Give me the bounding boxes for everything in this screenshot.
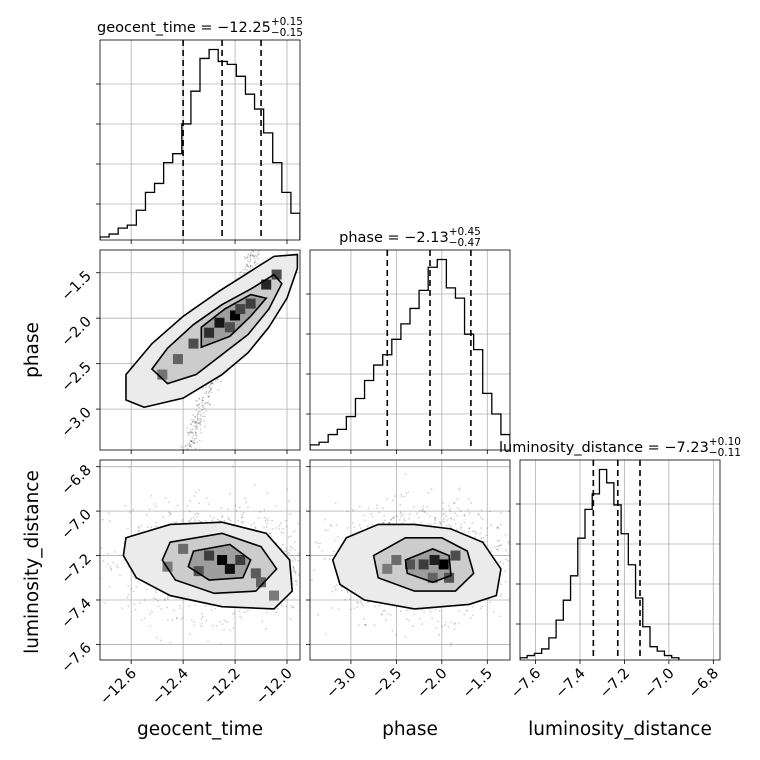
density-cell xyxy=(172,354,183,365)
panel-plot-area xyxy=(100,40,300,240)
density-cell xyxy=(438,559,449,570)
title-phase-lower: −0.47 xyxy=(449,237,481,249)
density-cell xyxy=(204,327,215,338)
tick-label-x: −12.6 xyxy=(97,666,140,709)
density-cell xyxy=(405,559,415,570)
panel-plot-area xyxy=(310,250,510,450)
density-cell xyxy=(235,304,246,315)
tick-label-y: −7.4 xyxy=(59,596,95,632)
density-cell xyxy=(204,550,215,561)
density-cell xyxy=(269,590,280,601)
tick-label-x: −12.0 xyxy=(253,666,296,709)
panel-frame xyxy=(99,39,301,241)
xlabel-geocent-time: geocent_time xyxy=(137,719,263,740)
density-cell xyxy=(157,369,168,380)
density-cell xyxy=(214,317,225,328)
contour-line-3 xyxy=(200,293,268,349)
panel-0-0 xyxy=(96,39,301,244)
density-cell xyxy=(382,563,393,574)
density-cell xyxy=(391,555,402,565)
density-cell xyxy=(230,310,241,321)
panel-plot-area xyxy=(100,460,300,660)
contour-line-2 xyxy=(161,532,278,595)
ylabel-luminosity-distance: luminosity_distance xyxy=(22,470,43,654)
tick-label-y: −3.0 xyxy=(59,405,95,441)
panel-2-2: −7.6 −7.4 −7.2 −7.0 −6.8 xyxy=(508,459,722,702)
tick-label-x: −7.4 xyxy=(553,666,589,702)
title-luminosity-distance: luminosity_distance = −7.23+0.10 xyxy=(499,436,741,456)
tick-label-y: −7.6 xyxy=(59,640,95,676)
tick-label-x: −7.2 xyxy=(597,666,633,702)
density-cell xyxy=(224,563,235,574)
panel-frame xyxy=(99,459,301,661)
density-cell xyxy=(271,269,282,280)
tick-label-x: −12.4 xyxy=(149,666,192,709)
tick-label-x: −7.6 xyxy=(508,666,544,702)
contour-line-1 xyxy=(125,253,299,409)
panel-frame xyxy=(309,459,511,661)
density-cell xyxy=(235,555,246,565)
panel-plot-area xyxy=(520,460,720,660)
tick-label-y: −2.5 xyxy=(59,359,95,395)
density-cell xyxy=(188,338,199,349)
density-cell xyxy=(256,577,267,588)
panel-plot-area xyxy=(310,460,510,660)
tick-label-y: −1.5 xyxy=(59,268,95,304)
density-cell xyxy=(427,572,438,583)
tick-label-x: −2.5 xyxy=(369,666,405,702)
density-cell xyxy=(224,322,235,333)
panel-frame xyxy=(99,249,301,451)
contour-line-2 xyxy=(150,273,283,385)
xlabel-phase: phase xyxy=(382,719,438,740)
panel-plot-area xyxy=(100,250,300,450)
density-cell xyxy=(217,555,228,565)
title-geocent-time: geocent_time = −12.25+0.15 xyxy=(97,16,303,36)
tick-label-y: −7.0 xyxy=(59,507,95,543)
title-geocent-time-lower: −0.15 xyxy=(271,27,303,39)
panel-2-0: −12.6 −12.4 −12.2 −12.0 −7.6 −7.4 −7.2 −7.0 −6.8 xyxy=(59,459,301,709)
density-cell xyxy=(429,555,440,565)
tick-label-x: −1.5 xyxy=(460,666,496,702)
density-cell xyxy=(178,543,189,554)
histogram-luminosity_distance xyxy=(520,468,680,660)
density-cell xyxy=(261,279,272,290)
tick-label-y: −6.8 xyxy=(59,462,95,498)
panel-frame xyxy=(519,459,721,661)
tick-label-y: −7.2 xyxy=(59,551,95,587)
xlabel-luminosity-distance: luminosity_distance xyxy=(528,719,712,740)
contour-line-2 xyxy=(372,536,475,592)
histogram-phase xyxy=(310,258,510,450)
scatter-points xyxy=(180,250,261,450)
contour-line-3 xyxy=(404,548,452,584)
title-luminosity-distance-lower: −0.11 xyxy=(709,447,741,459)
tick-label-x: −3.0 xyxy=(324,666,360,702)
tick-label-x: −2.0 xyxy=(414,666,450,702)
density-cell xyxy=(444,572,455,583)
panel-frame xyxy=(309,249,511,451)
histogram-geocent_time xyxy=(100,48,300,240)
density-cell xyxy=(193,566,204,577)
contour-line-3 xyxy=(187,543,252,581)
tick-label-x: −7.0 xyxy=(642,666,678,702)
tick-label-x: −12.2 xyxy=(201,666,244,709)
panel-1-1 xyxy=(306,249,511,454)
ylabel-phase: phase xyxy=(22,322,43,378)
contour-line-1 xyxy=(122,521,294,610)
density-cell xyxy=(245,298,256,309)
tick-label-y: −2.0 xyxy=(59,314,95,350)
panel-2-1: −3.0 −2.5 −2.0 −1.5 xyxy=(306,459,511,702)
tick-label-x: −6.8 xyxy=(686,666,722,702)
density-cell xyxy=(418,559,429,570)
contour-line-1 xyxy=(331,523,502,610)
title-phase: phase = −2.13+0.45 xyxy=(339,226,481,246)
density-cell xyxy=(450,550,461,561)
panel-1-0: −3.0 −2.5 −2.0 −1.5 xyxy=(59,249,301,454)
density-cell xyxy=(250,568,261,579)
